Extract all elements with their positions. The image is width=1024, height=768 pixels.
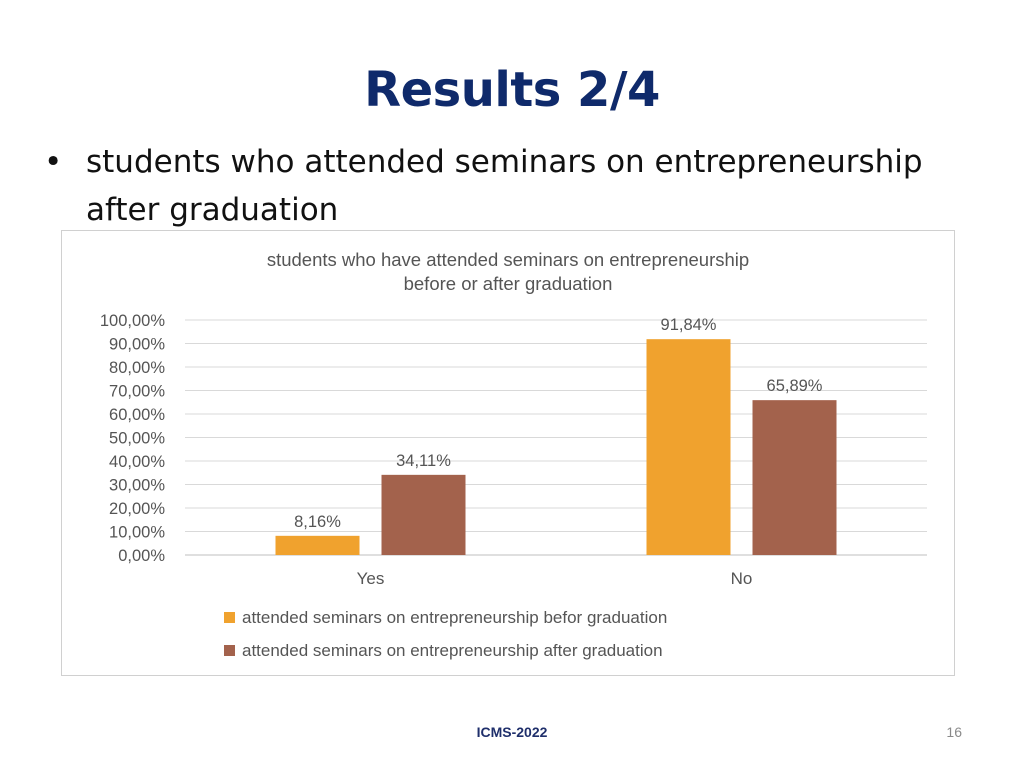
data-label: 34,11% <box>396 452 451 470</box>
y-tick-label: 90,00% <box>109 336 165 354</box>
bar <box>752 400 837 555</box>
page-number: 16 <box>946 724 962 740</box>
bullet-symbol: • <box>44 144 63 180</box>
y-tick-label: 60,00% <box>109 406 165 424</box>
legend-swatch <box>224 645 235 656</box>
bar <box>381 474 466 555</box>
chart-legend: attended seminars on entrepreneurship be… <box>224 608 667 660</box>
y-tick-label: 70,00% <box>109 383 165 401</box>
legend-swatch <box>224 612 235 623</box>
y-tick-label: 50,00% <box>109 430 165 448</box>
y-tick-label: 0,00% <box>118 547 165 565</box>
bar <box>646 339 731 555</box>
chart-title-line: students who have attended seminars on e… <box>267 249 749 270</box>
y-tick-label: 80,00% <box>109 359 165 377</box>
legend-label: attended seminars on entrepreneurship be… <box>242 608 667 627</box>
y-axis: 0,00% 10,00% 20,00% 30,00% 40,00% 50,00% 60,00… <box>100 312 165 565</box>
y-tick-label: 100,00% <box>100 312 165 330</box>
legend-label: attended seminars on entrepreneurship af… <box>242 641 663 660</box>
bullet-text: students who attended seminars on entrep… <box>86 144 923 228</box>
chart-title-line: before or after graduation <box>404 273 613 294</box>
data-label: 91,84% <box>661 316 717 334</box>
data-label: 65,89% <box>767 377 823 395</box>
y-tick-label: 10,00% <box>109 524 165 542</box>
bar <box>275 535 360 555</box>
y-tick-label: 40,00% <box>109 453 165 471</box>
x-tick-label: No <box>731 569 753 588</box>
chart-bars: 8,16% 34,11% 91,84% 65,89% <box>275 316 837 555</box>
bar-chart: students who have attended seminars on e… <box>100 249 927 660</box>
y-tick-label: 30,00% <box>109 477 165 495</box>
x-axis: Yes No <box>357 569 753 588</box>
data-label: 8,16% <box>294 513 341 531</box>
slide-title: Results 2/4 <box>364 62 660 118</box>
y-tick-label: 20,00% <box>109 500 165 518</box>
footer-label: ICMS-2022 <box>476 724 548 740</box>
x-tick-label: Yes <box>357 569 385 588</box>
chart-title: students who have attended seminars on e… <box>267 249 749 294</box>
